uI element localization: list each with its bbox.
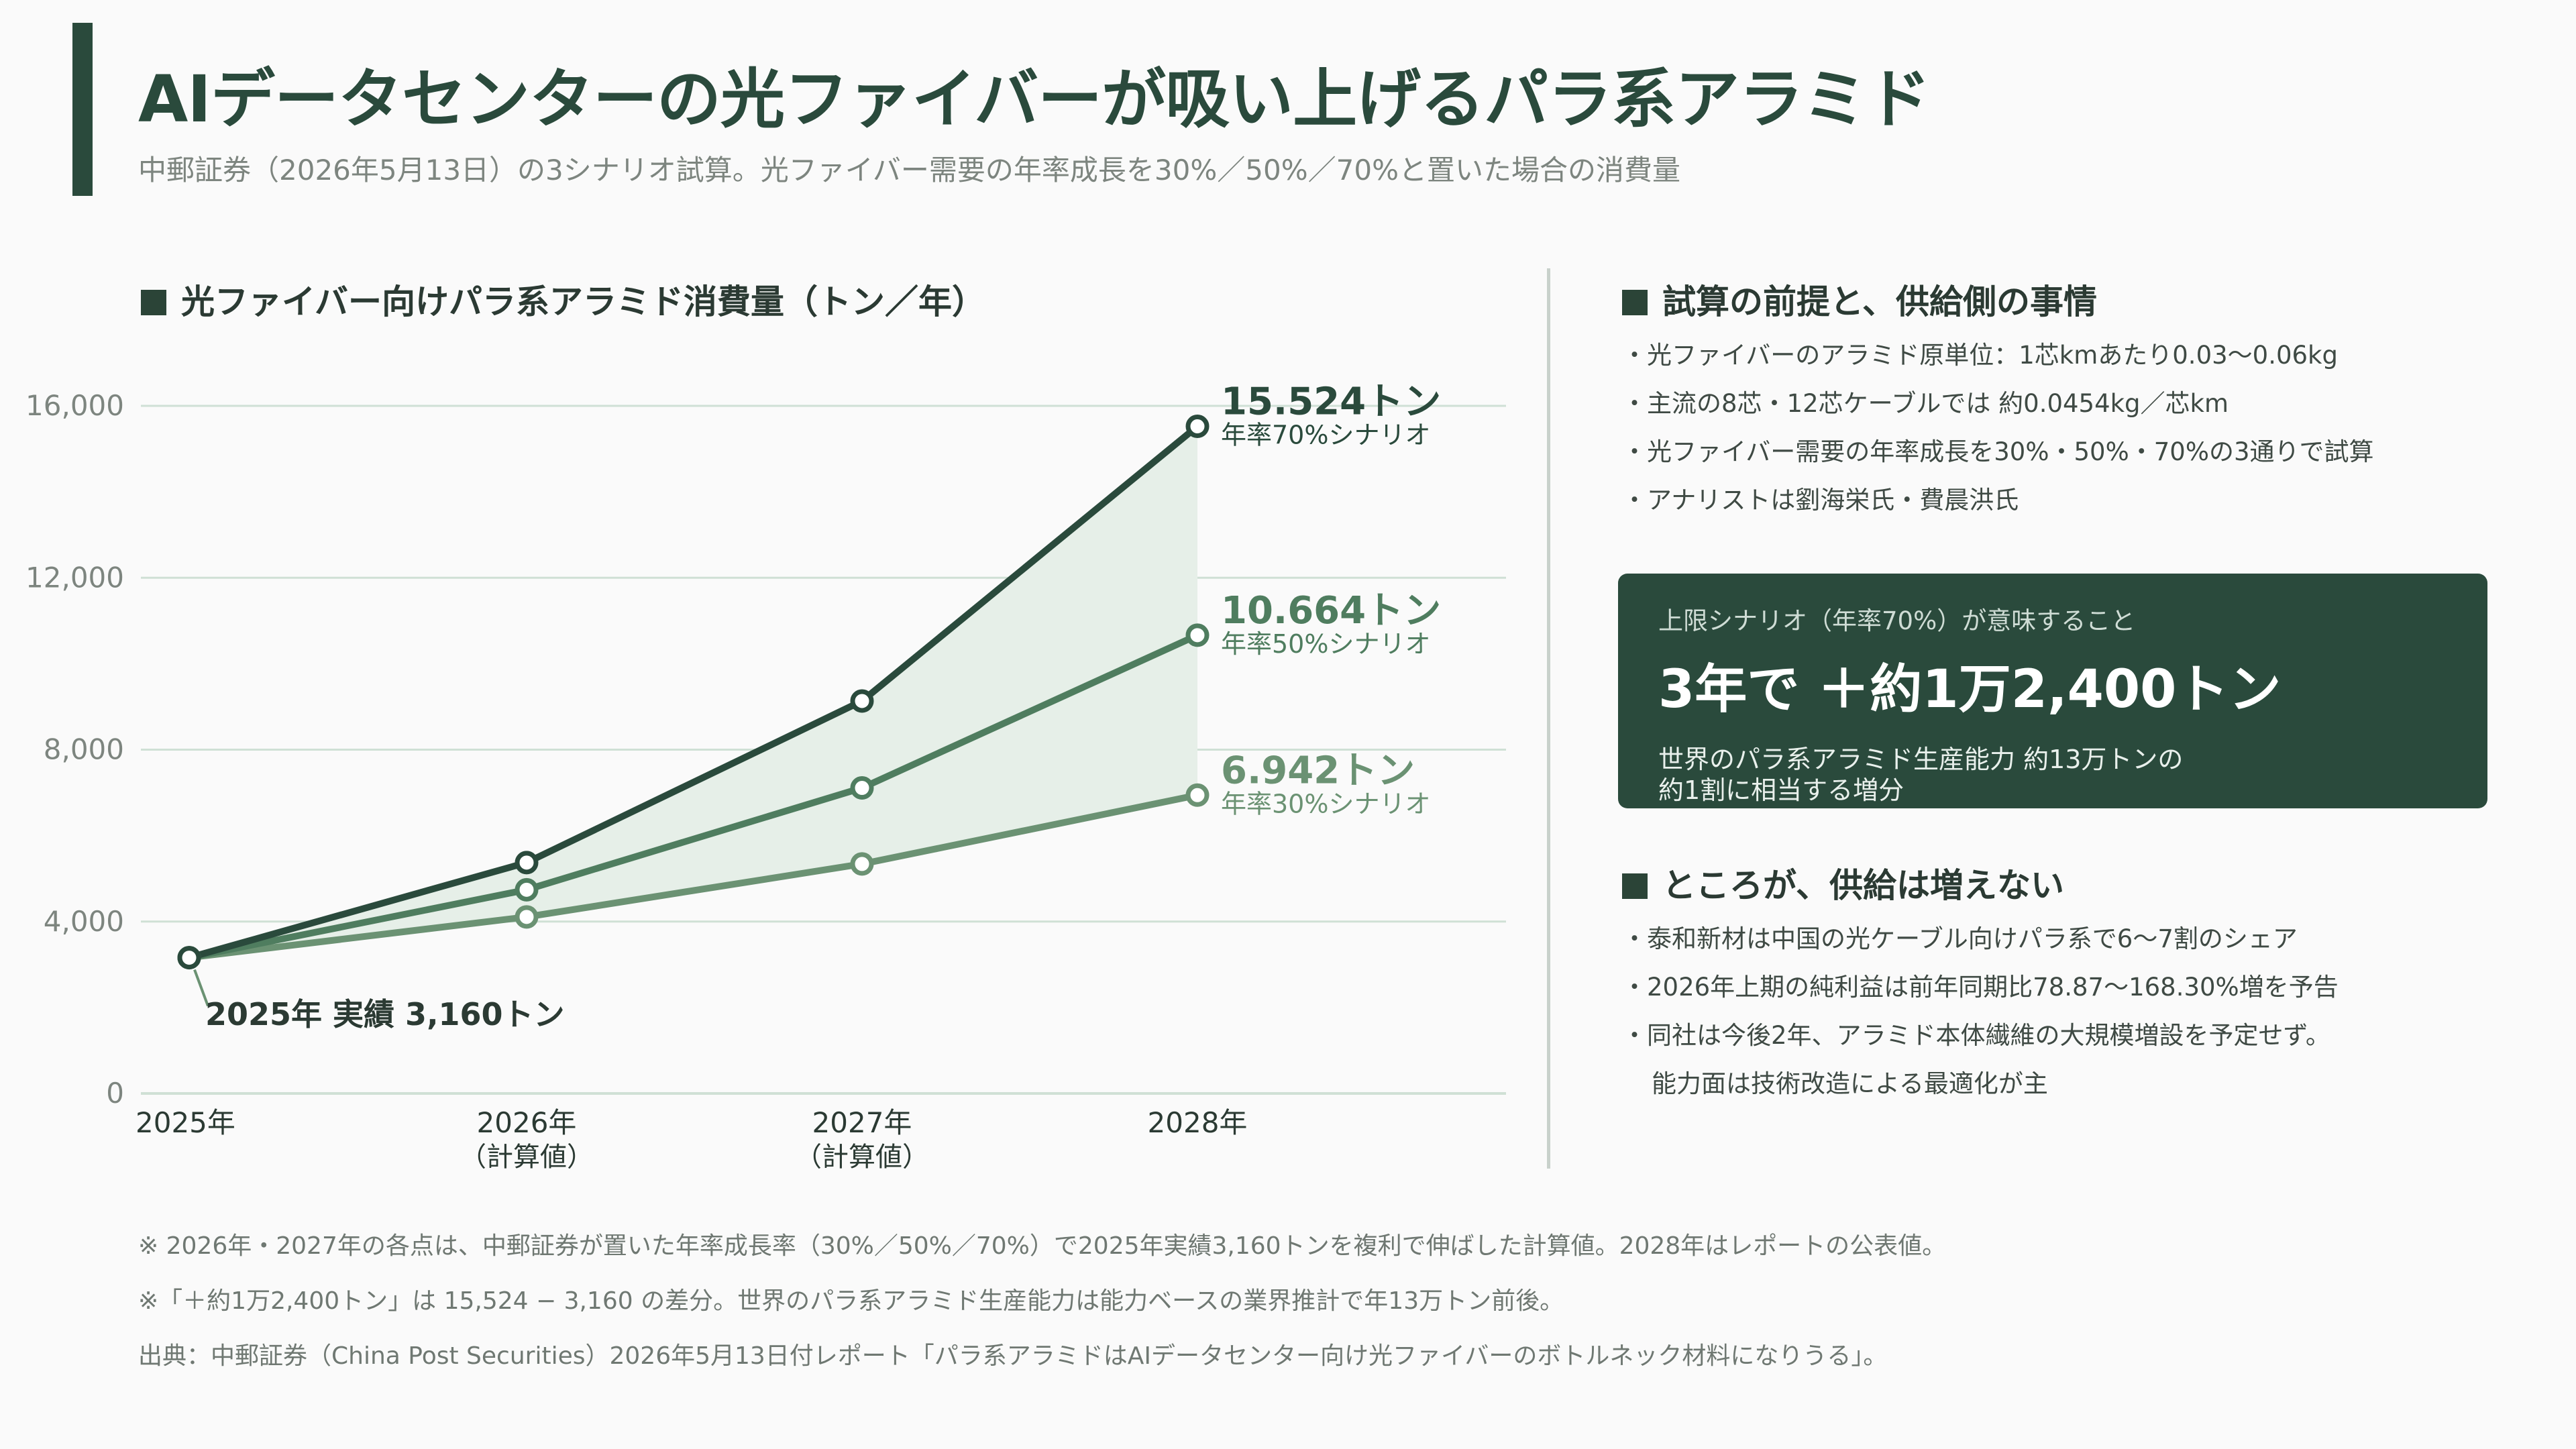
consumption-chart: 0 4,000 8,000 12,000 16,000 2025年 2026年 （計算値） 20… — [0, 255, 1543, 1208]
list-item: ・光ファイバー需要の年率成長を30%・50%・70%の3通りで試算 — [1622, 437, 2374, 466]
square-bullet-icon — [141, 290, 166, 315]
y-tick-label: 8,000 — [44, 733, 124, 766]
y-tick-label: 12,000 — [25, 561, 124, 594]
x-tick-label: 2026年 — [477, 1106, 577, 1139]
series-line — [186, 631, 1201, 961]
chart-heading-text: 光ファイバー向けパラ系アラミド消費量（トン／年） — [181, 282, 985, 321]
footnote-2: ※「＋約1万2,400トン」は 15,524 − 3,160 の差分。世界のパラ… — [138, 1287, 1564, 1315]
x-tick-label: 2028年 — [1148, 1106, 1248, 1139]
supply-list: ・泰和新材は中国の光ケーブル向けパラ系で6〜7割のシェア ・2026年上期の純利… — [1622, 915, 2339, 1108]
source-note: 出典：中郵証券（China Post Securities）2026年5月13日… — [138, 1342, 1888, 1370]
x-tick-sublabel: （計算値） — [795, 1142, 929, 1173]
series-end-name-label: 年率30%シナリオ — [1221, 789, 1430, 818]
column-divider — [1547, 268, 1550, 1169]
supply-heading: ところが、供給は増えない — [1622, 859, 2064, 907]
y-tick-label: 0 — [106, 1077, 124, 1110]
annotation-leader-line — [193, 969, 209, 1007]
x-tick-sublabel: （計算値） — [460, 1142, 594, 1173]
card-kicker: 上限シナリオ（年率70%）が意味すること — [1658, 606, 2136, 635]
list-item: ・同社は今後2年、アラミド本体繊維の大規模増設を予定せず。 — [1622, 1021, 2330, 1050]
assumptions-heading-text: 試算の前提と、供給側の事情 — [1662, 282, 2097, 321]
card-headline: 3年で ＋約1万2,400トン — [1658, 659, 2282, 720]
square-bullet-icon — [1622, 290, 1648, 315]
list-item: ・泰和新材は中国の光ケーブル向けパラ系で6〜7割のシェア — [1622, 924, 2298, 953]
data-point — [1185, 623, 1210, 647]
x-tick-label: 2027年 — [812, 1106, 912, 1139]
data-point — [850, 776, 874, 800]
data-point — [515, 905, 539, 929]
series-end-value-label: 6.942トン — [1221, 749, 1415, 792]
supply-heading-text: ところが、供給は増えない — [1662, 866, 2064, 905]
list-item: ・2026年上期の純利益は前年同期比78.87〜168.30%増を予告 — [1622, 973, 2339, 1002]
list-item: ・光ファイバーのアラミド原単位：1芯kmあたり0.03〜0.06kg — [1622, 341, 2338, 370]
list-item: ・主流の8芯・12芯ケーブルでは 約0.0454kg／芯km — [1622, 389, 2229, 418]
data-point — [177, 946, 201, 970]
page-subtitle: 中郵証券（2026年5月13日）の3シナリオ試算。光ファイバー需要の年率成長を3… — [138, 154, 1680, 186]
actual-2025-annotation: 2025年 実績 3,160トン — [205, 996, 565, 1032]
assumptions-heading: 試算の前提と、供給側の事情 — [1622, 275, 2097, 323]
square-bullet-icon — [1622, 873, 1648, 899]
data-point — [850, 852, 874, 876]
data-point — [1185, 783, 1210, 807]
series-end-name-label: 年率50%シナリオ — [1221, 629, 1430, 659]
x-tick-label: 2025年 — [136, 1106, 235, 1139]
card-description-line2: 約1割に相当する増分 — [1658, 775, 1904, 805]
y-tick-label: 16,000 — [25, 389, 124, 422]
series-end-value-label: 10.664トン — [1221, 589, 1441, 633]
chart-heading: 光ファイバー向けパラ系アラミド消費量（トン／年） — [141, 275, 985, 323]
data-point — [515, 877, 539, 902]
page-title: AIデータセンターの光ファイバーが吸い上げるパラ系アラミド — [138, 62, 1931, 137]
series-line — [186, 423, 1201, 961]
scenario-range-band — [189, 426, 1197, 958]
list-item: 能力面は技術改造による最適化が主 — [1652, 1069, 2048, 1098]
series-end-value-label: 15.524トン — [1221, 380, 1441, 423]
data-point — [850, 689, 874, 713]
list-item: ・アナリストは劉海栄氏・費晨洪氏 — [1622, 486, 2019, 515]
series-line — [186, 792, 1201, 961]
footnote-1: ※ 2026年・2027年の各点は、中郵証券が置いた年率成長率（30%／50%／… — [138, 1232, 1947, 1260]
assumptions-list: ・光ファイバーのアラミド原単位：1芯kmあたり0.03〜0.06kg ・主流の8… — [1622, 331, 2374, 525]
data-point — [515, 851, 539, 875]
title-accent-bar — [72, 23, 93, 196]
card-description-line1: 世界のパラ系アラミド生産能力 約13万トンの — [1658, 745, 2184, 774]
data-point — [1185, 414, 1210, 438]
y-tick-label: 4,000 — [44, 905, 124, 938]
upper-scenario-card: 上限シナリオ（年率70%）が意味すること 3年で ＋約1万2,400トン 世界の… — [1618, 574, 2487, 808]
series-end-name-label: 年率70%シナリオ — [1221, 420, 1430, 449]
